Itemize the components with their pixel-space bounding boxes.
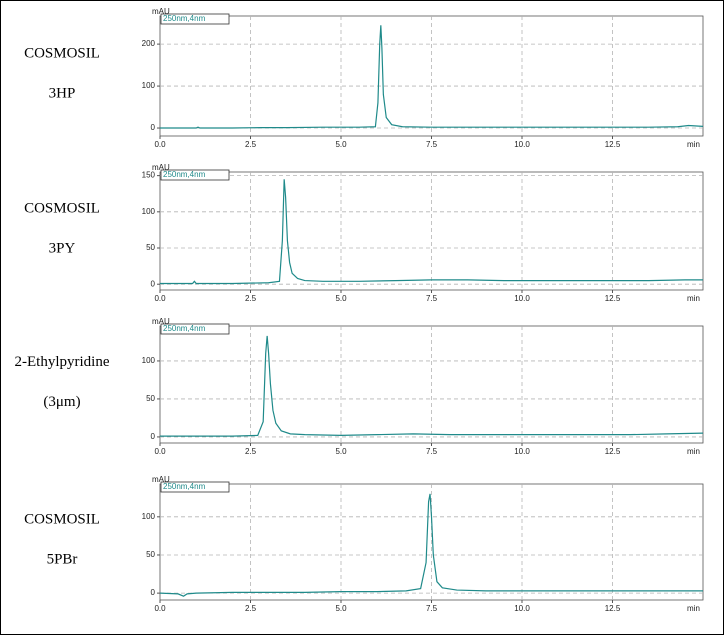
y-tick-label: 100 (142, 81, 156, 90)
x-tick-label: 5.0 (335, 294, 347, 303)
y-tick-label: 100 (142, 512, 156, 521)
legend-entry: 250nm,4nm (163, 170, 206, 179)
x-tick-label: 12.5 (605, 604, 621, 613)
y-tick-label: 0 (151, 123, 156, 132)
x-tick-label: 0.0 (154, 447, 166, 456)
x-tick-label: 0.0 (154, 294, 166, 303)
x-tick-label: 5.0 (335, 447, 347, 456)
x-tick-label: 10.0 (514, 140, 530, 149)
y-tick-label: 0 (151, 432, 156, 441)
legend-entry: 250nm,4nm (163, 482, 206, 491)
x-tick-label: 12.5 (605, 294, 621, 303)
x-axis-label: min (687, 294, 700, 303)
column-label: 3HP (49, 85, 76, 101)
x-axis-label: min (687, 604, 700, 613)
y-tick-label: 50 (146, 243, 155, 252)
x-tick-label: 12.5 (605, 140, 621, 149)
legend-box (160, 169, 230, 181)
x-tick-label: 0.0 (154, 604, 166, 613)
x-tick-label: 2.5 (245, 447, 257, 456)
y-tick-label: 200 (142, 39, 156, 48)
legend-box (160, 13, 230, 25)
x-tick-label: 0.0 (154, 140, 166, 149)
x-tick-label: 7.5 (426, 447, 438, 456)
column-label: 2-Ethylpyridine (15, 354, 110, 370)
y-axis-label: mAU (152, 7, 170, 16)
y-tick-label: 100 (142, 207, 156, 216)
x-tick-label: 7.5 (426, 604, 438, 613)
y-tick-label: 150 (142, 171, 156, 180)
column-label: 5PBr (47, 551, 78, 567)
x-tick-label: 2.5 (245, 294, 257, 303)
x-tick-label: 10.0 (514, 447, 530, 456)
x-tick-label: 10.0 (514, 294, 530, 303)
column-label: (3μm) (43, 394, 80, 410)
legend-entry: 250nm,4nm (163, 14, 206, 23)
x-axis-label: min (687, 447, 700, 456)
x-tick-label: 10.0 (514, 604, 530, 613)
x-axis-label: min (687, 140, 700, 149)
column-label: COSMOSIL (24, 45, 100, 61)
y-axis-label: mAU (152, 317, 170, 326)
x-tick-label: 5.0 (335, 604, 347, 613)
legend-box (160, 481, 230, 493)
chromatogram-line (160, 335, 704, 437)
column-label: COSMOSIL (24, 200, 100, 216)
y-axis-label: mAU (152, 475, 170, 484)
legend-entry: 250nm,4nm (163, 324, 206, 333)
y-tick-label: 50 (146, 394, 155, 403)
chromatogram-line (160, 25, 704, 129)
column-label: 3PY (49, 240, 76, 256)
y-tick-label: 50 (146, 550, 155, 559)
chromatogram-line (160, 179, 703, 285)
y-tick-label: 0 (151, 279, 156, 288)
column-label: COSMOSIL (24, 511, 100, 527)
y-tick-label: 100 (142, 356, 156, 365)
x-tick-label: 2.5 (245, 604, 257, 613)
x-tick-label: 2.5 (245, 140, 257, 149)
x-tick-label: 12.5 (605, 447, 621, 456)
x-tick-label: 7.5 (426, 140, 438, 149)
chromatogram-line (159, 493, 703, 597)
legend-box (160, 323, 230, 335)
x-tick-label: 5.0 (335, 140, 347, 149)
y-tick-label: 0 (151, 588, 156, 597)
y-axis-label: mAU (152, 163, 170, 172)
x-tick-label: 7.5 (426, 294, 438, 303)
